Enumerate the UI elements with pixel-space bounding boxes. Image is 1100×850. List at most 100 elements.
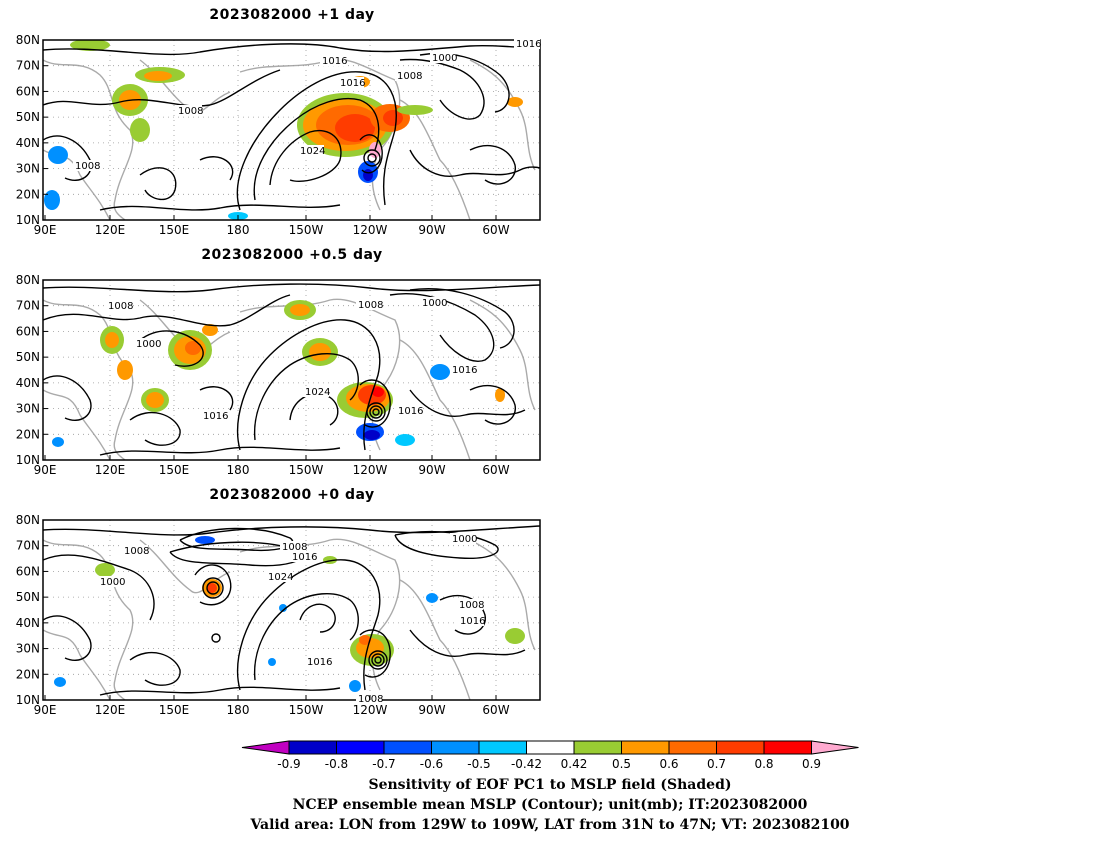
lat-tick-label: 10N (16, 453, 40, 467)
contour-label: 1008 (397, 71, 422, 82)
lon-tick-label: 180 (227, 703, 250, 717)
mslp-contours (43, 43, 540, 211)
colorbar-segment (763, 740, 812, 755)
lon-tick-label: 120W (353, 463, 388, 477)
lat-tick-label: 10N (16, 693, 40, 707)
contour-label: 1008 (108, 301, 133, 312)
contour-label: 1008 (459, 600, 484, 611)
colorbar-segment (431, 740, 480, 755)
colorbar-label: 0.8 (754, 757, 773, 771)
lat-tick-label: 80N (16, 33, 40, 47)
lat-tick-label: 20N (16, 667, 40, 681)
lat-tick-label: 60N (16, 84, 40, 98)
lon-tick-label: 90W (418, 463, 445, 477)
lon-tick-label: 150W (289, 463, 324, 477)
contour-label: 1024 (300, 146, 325, 157)
mslp-contours (43, 525, 540, 696)
panel-title-1: 2023082000 +1 day (209, 7, 375, 23)
contour-label: 1008 (358, 300, 383, 311)
lat-tick-label: 40N (16, 376, 40, 390)
lat-tick-label: 10N (16, 213, 40, 227)
contour-label: 1008 (178, 106, 203, 117)
contour-label: 1000 (422, 298, 447, 309)
map-panel-2: 1008 1008 1000 1000 1016 1024 1016 1016 (42, 279, 541, 461)
lat-tick-label: 70N (16, 299, 40, 313)
contour-label: 1008 (124, 546, 149, 557)
contour-label: 1008 (282, 542, 307, 553)
colorbar-label: -0.42 (511, 757, 542, 771)
lon-tick-label: 120W (353, 223, 388, 237)
colorbar-segment (621, 740, 670, 755)
lat-tick-label: 50N (16, 590, 40, 604)
colorbar-label: 0.7 (707, 757, 726, 771)
contour-labels: 1008 1008 1000 1000 1016 1024 1016 1016 (106, 297, 477, 422)
colorbar-label: 0.9 (802, 757, 821, 771)
colorbar-label: -0.9 (277, 757, 300, 771)
lon-tick-label: 60W (482, 703, 509, 717)
lat-tick-label: 50N (16, 110, 40, 124)
lat-tick-label: 70N (16, 59, 40, 73)
contour-label: 1000 (100, 577, 125, 588)
lat-tick-label: 20N (16, 427, 40, 441)
lat-tick-label: 30N (16, 402, 40, 416)
sensitivity-shading (54, 536, 525, 692)
colorbar-label: -0.8 (325, 757, 348, 771)
colorbar-label: -0.6 (420, 757, 443, 771)
lon-tick-label: 60W (482, 223, 509, 237)
lat-tick-label: 20N (16, 187, 40, 201)
colorbar-label: 0.6 (659, 757, 678, 771)
mslp-contours (43, 283, 540, 456)
colorbar-segment (716, 740, 765, 755)
caption-line-2: NCEP ensemble mean MSLP (Contour); unit(… (292, 797, 808, 813)
colorbar-segment (668, 740, 717, 755)
sensitivity-shading (52, 300, 505, 447)
panel-title-2: 2023082000 +0.5 day (201, 247, 383, 263)
caption-line-1: Sensitivity of EOF PC1 to MSLP field (Sh… (368, 777, 732, 793)
lon-tick-label: 120E (95, 463, 126, 477)
panel-title-3: 2023082000 +0 day (209, 487, 375, 503)
contour-label: 1016 (398, 406, 423, 417)
colorbar-segment (526, 740, 575, 755)
contour-labels: 1008 1016 1000 1008 1000 1024 1008 1016 … (98, 533, 485, 705)
lon-tick-label: 90E (34, 703, 57, 717)
lat-tick-label: 70N (16, 539, 40, 553)
caption-line-3: Valid area: LON from 129W to 109W, LAT f… (250, 817, 850, 833)
colorbar: -0.9 -0.8 -0.7 -0.6 -0.5 -0.42 0.42 0.5 0.6 0.7 0.… (241, 740, 859, 771)
lon-tick-label: 90W (418, 223, 445, 237)
contour-label: 1016 (516, 39, 541, 50)
contour-label: 1024 (268, 572, 293, 583)
lat-tick-label: 80N (16, 513, 40, 527)
map-panel-1: 1016 1016 1008 1000 1016 1008 1024 1008 (42, 38, 541, 221)
contour-label: 1016 (322, 56, 347, 67)
colorbar-label: 0.42 (561, 757, 588, 771)
contour-label: 1016 (452, 365, 477, 376)
contour-label: 1016 (460, 616, 485, 627)
colorbar-label: 0.5 (612, 757, 631, 771)
contour-labels: 1016 1016 1008 1000 1016 1008 1024 1008 (73, 38, 541, 172)
colorbar-segment (336, 740, 385, 755)
contour-label: 1008 (358, 694, 383, 705)
map-panel-3: 1008 1016 1000 1008 1000 1024 1008 1016 … (42, 519, 541, 705)
lon-tick-label: 120E (95, 703, 126, 717)
lat-tick-label: 40N (16, 136, 40, 150)
lon-tick-label: 180 (227, 223, 250, 237)
lon-tick-label: 90W (418, 703, 445, 717)
lon-tick-label: 120W (353, 703, 388, 717)
grid-lines (43, 40, 540, 220)
colorbar-label: -0.7 (372, 757, 395, 771)
lon-tick-label: 60W (482, 463, 509, 477)
contour-label: 1008 (75, 161, 100, 172)
colorbar-segment (573, 740, 622, 755)
contour-label: 1016 (203, 411, 228, 422)
lat-tick-label: 30N (16, 642, 40, 656)
colorbar-label: -0.5 (467, 757, 490, 771)
coastlines (43, 298, 536, 460)
lat-tick-label: 60N (16, 324, 40, 338)
lon-tick-label: 90E (34, 463, 57, 477)
colorbar-segment (288, 740, 337, 755)
lat-tick-label: 50N (16, 350, 40, 364)
lat-tick-label: 30N (16, 162, 40, 176)
contour-label: 1016 (307, 657, 332, 668)
